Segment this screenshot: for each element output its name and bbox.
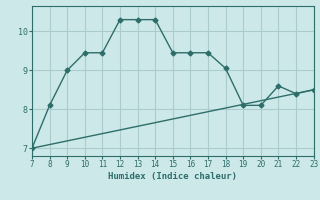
X-axis label: Humidex (Indice chaleur): Humidex (Indice chaleur) — [108, 172, 237, 181]
